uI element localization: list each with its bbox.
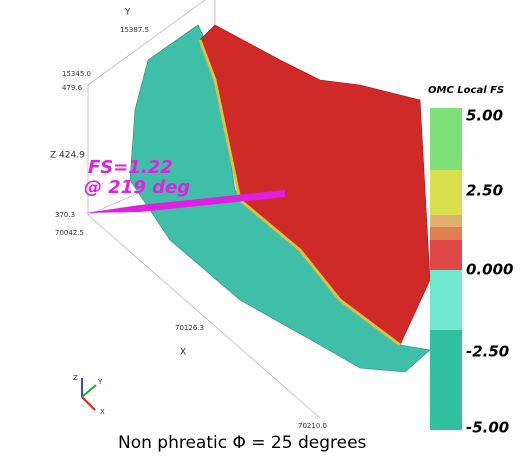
- tick-label: 15345.0: [62, 70, 91, 78]
- colorbar-title: OMC Local FS: [428, 85, 504, 96]
- colorbar-label: -5.00: [466, 419, 509, 437]
- triad-label: Y: [97, 378, 103, 386]
- caption: Non phreatic Φ = 25 degrees: [118, 433, 367, 453]
- axis-triad: [81, 378, 97, 411]
- surface-crest: [198, 39, 401, 347]
- tick-label: Z 424.9: [50, 151, 85, 161]
- annotation: @ 219 deg: [84, 177, 190, 198]
- colorbar-label: -2.50: [466, 343, 509, 361]
- fs-arrow: [85, 190, 285, 213]
- tick-label: 15387.5: [120, 26, 149, 34]
- tick-label: 70210.0: [298, 422, 327, 430]
- annotation: FS=1.22: [88, 157, 173, 178]
- triad-label: X: [100, 408, 105, 416]
- tick-label: 70126.3: [175, 324, 204, 332]
- colorbar-label: 2.50: [466, 182, 503, 200]
- axis-label: X: [180, 348, 186, 358]
- colorbar-label: 0.000: [466, 261, 513, 279]
- triad-label: Z: [73, 374, 78, 382]
- colorbar-label: 5.00: [466, 107, 503, 125]
- axis-label: Y: [124, 8, 131, 18]
- tick-label: 370.3: [55, 211, 75, 219]
- colorbar: [430, 108, 462, 430]
- tick-label: 479.6: [62, 84, 83, 92]
- tick-label: 70042.5: [55, 229, 84, 237]
